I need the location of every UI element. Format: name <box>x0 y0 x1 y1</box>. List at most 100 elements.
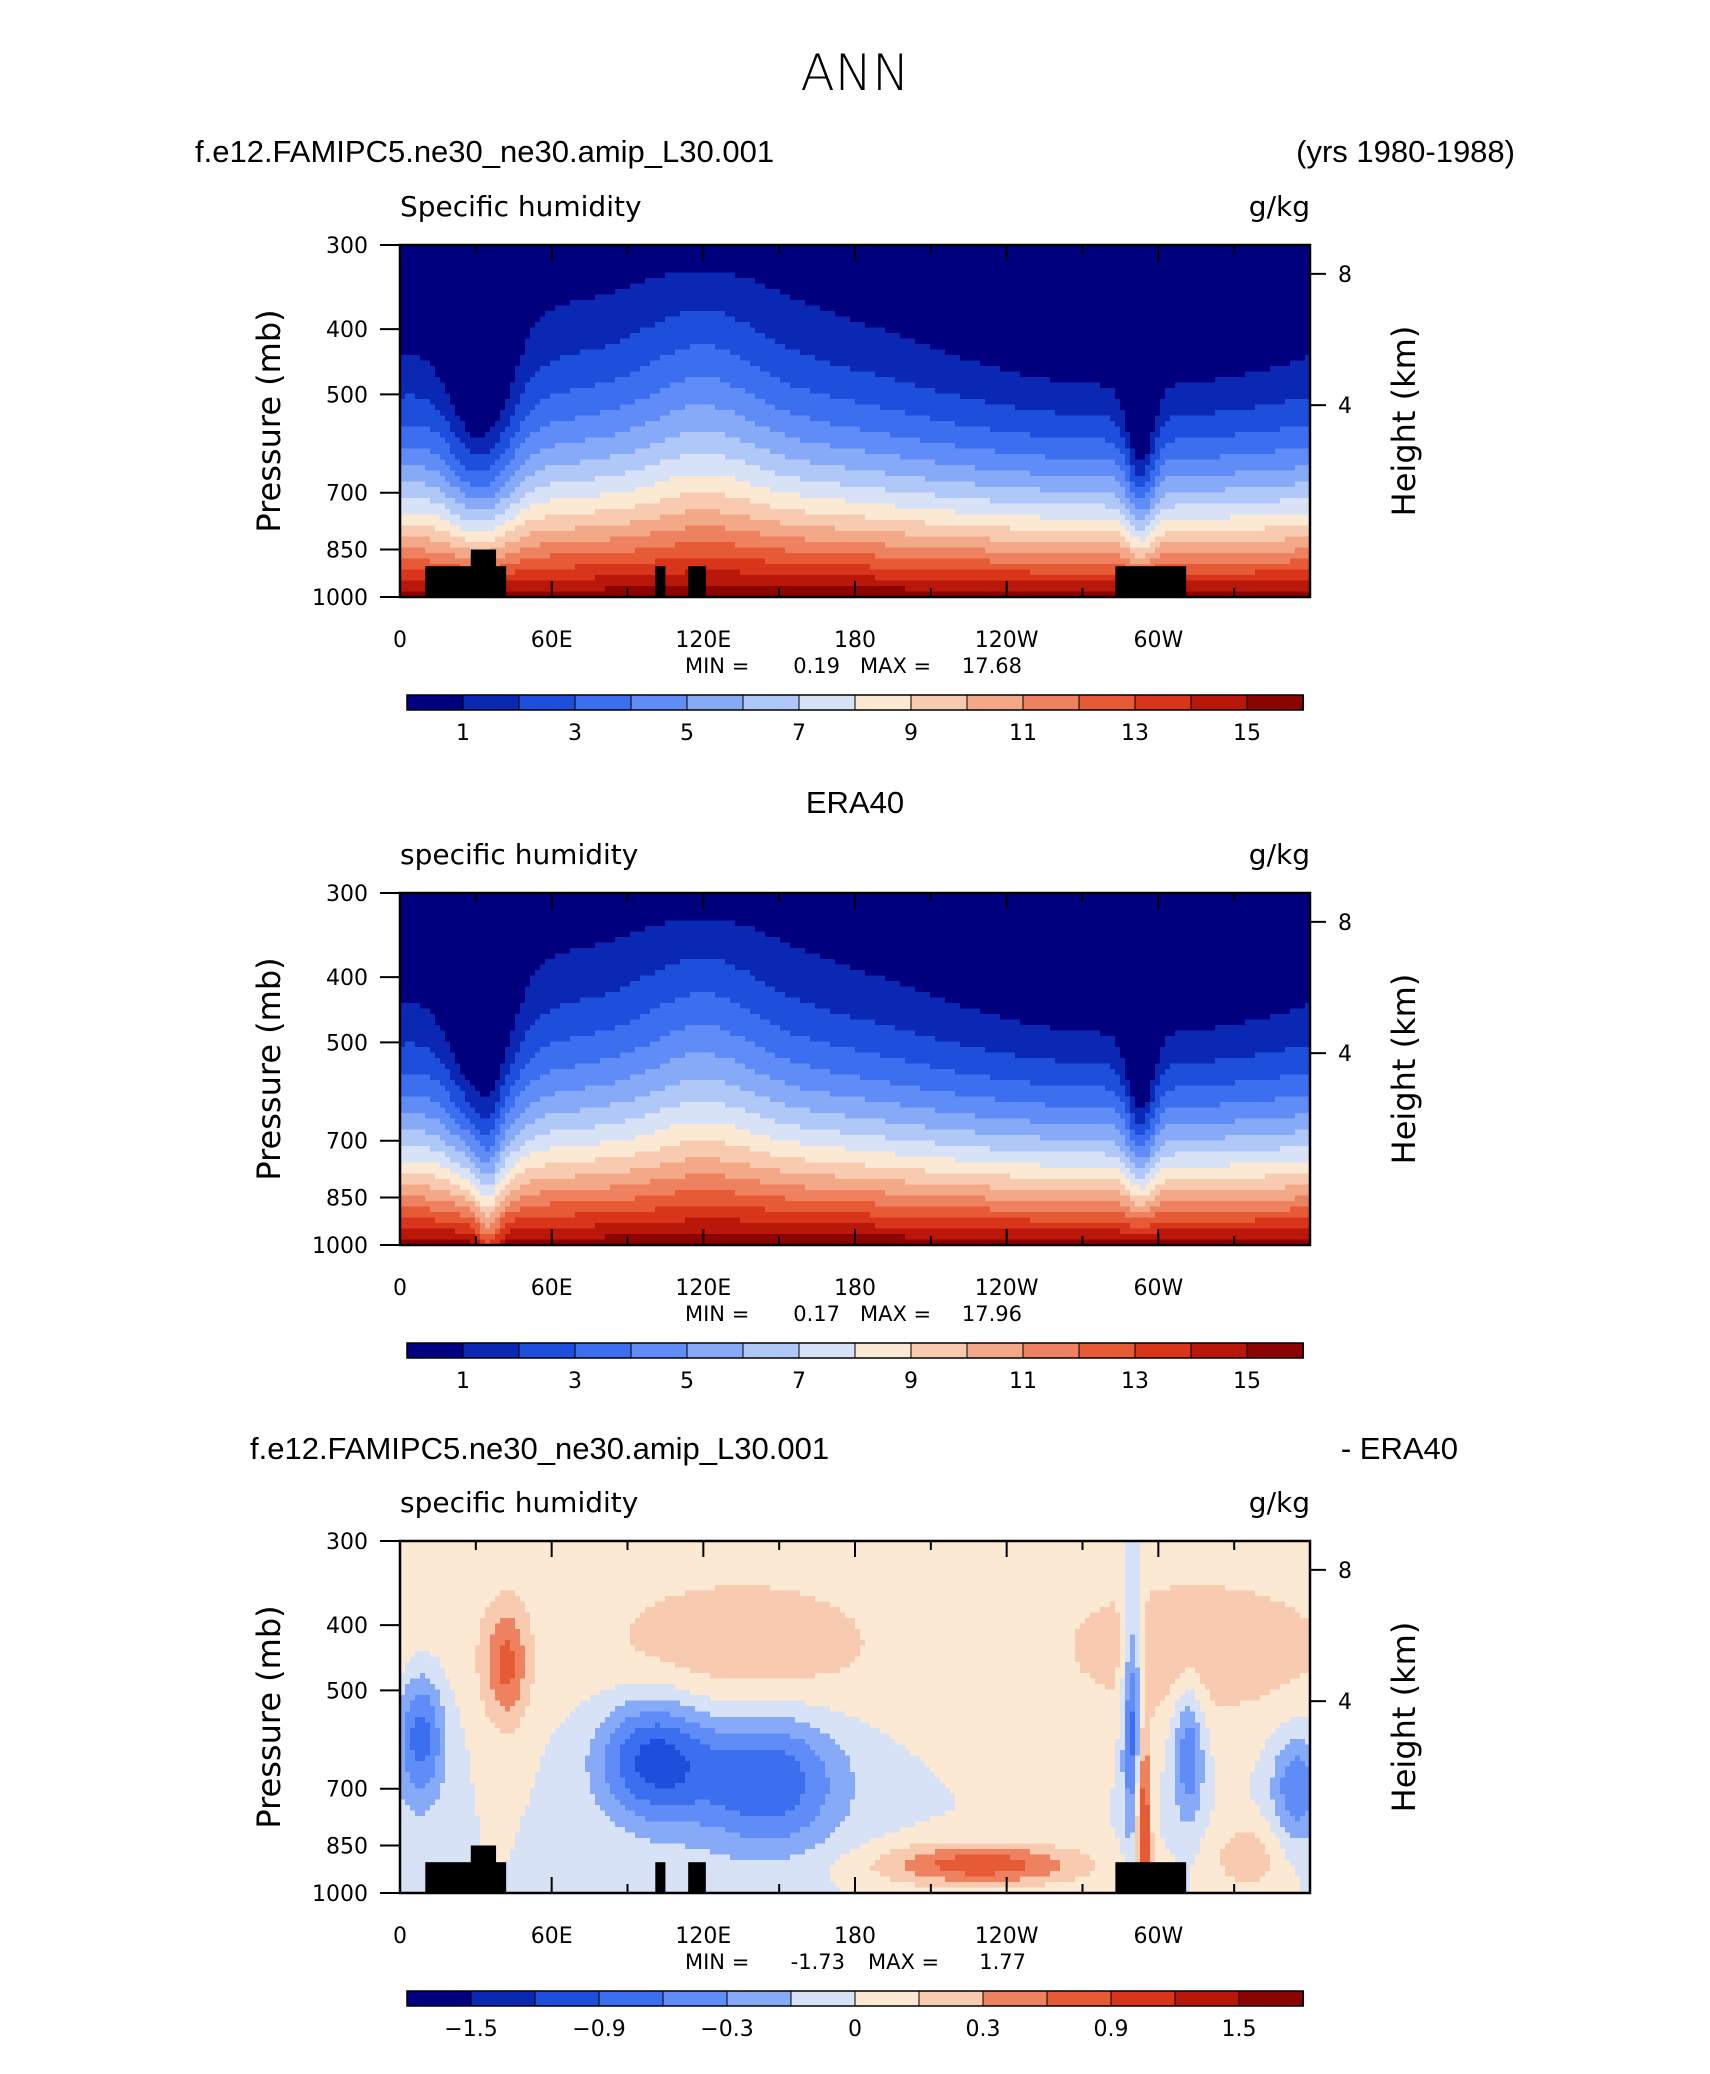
contour-cell <box>1240 339 1246 345</box>
contour-cell <box>595 306 601 312</box>
contour-cell <box>1070 284 1076 290</box>
contour-cell <box>670 267 676 273</box>
contour-cell <box>530 278 536 284</box>
contour-cell <box>830 295 836 301</box>
contour-cell <box>755 278 761 284</box>
contour-cell <box>875 339 881 345</box>
contour-cell <box>885 251 891 257</box>
contour-cell <box>1220 278 1226 284</box>
contour-cell <box>415 322 421 328</box>
contour-cell <box>1075 322 1081 328</box>
contour-cell <box>1265 306 1271 312</box>
contour-cell <box>1265 355 1271 361</box>
contour-cell <box>675 256 681 262</box>
contour-cell <box>1015 350 1021 356</box>
contour-cell <box>1140 317 1146 323</box>
contour-cell <box>920 251 926 257</box>
contour-cell <box>1185 289 1191 295</box>
contour-cell <box>540 284 546 290</box>
contour-cell <box>1090 317 1096 323</box>
contour-cell <box>795 273 801 279</box>
contour-cell <box>840 311 846 317</box>
contour-cell <box>1080 350 1086 356</box>
contour-cell <box>705 333 711 339</box>
contour-cell <box>855 273 861 279</box>
contour-cell <box>425 322 431 328</box>
contour-cell <box>1035 355 1041 361</box>
contour-cell <box>1230 256 1236 262</box>
contour-cell <box>980 267 986 273</box>
contour-cell <box>790 289 796 295</box>
contour-cell <box>945 344 951 350</box>
contour-cell <box>910 295 916 301</box>
contour-cell <box>875 300 881 306</box>
contour-cell <box>565 344 571 350</box>
contour-cell <box>1000 317 1006 323</box>
contour-cell <box>1230 295 1236 301</box>
contour-cell <box>830 251 836 257</box>
contour-cell <box>570 339 576 345</box>
contour-cell <box>1105 339 1111 345</box>
contour-cell <box>685 339 691 345</box>
contour-cell <box>1060 339 1066 345</box>
contour-cell <box>1225 295 1231 301</box>
contour-cell <box>955 251 961 257</box>
contour-cell <box>1125 256 1131 262</box>
contour-cell <box>970 306 976 312</box>
contour-cell <box>970 262 976 268</box>
contour-cell <box>620 317 626 323</box>
contour-cell <box>955 355 961 361</box>
contour-cell <box>1265 267 1271 273</box>
contour-cell <box>675 339 681 345</box>
contour-cell <box>1200 311 1206 317</box>
contour-cell <box>1025 300 1031 306</box>
contour-cell <box>850 267 856 273</box>
contour-cell <box>580 328 586 334</box>
contour-cell <box>725 284 731 290</box>
contour-cell <box>940 339 946 345</box>
contour-cell <box>475 273 481 279</box>
contour-cell <box>435 278 441 284</box>
contour-cell <box>920 355 926 361</box>
contour-cell <box>510 295 516 301</box>
contour-cell <box>1195 284 1201 290</box>
contour-cell <box>670 344 676 350</box>
contour-cell <box>810 350 816 356</box>
contour-cell <box>1125 355 1131 361</box>
contour-cell <box>495 311 501 317</box>
contour-cell <box>420 300 426 306</box>
contour-cell <box>625 300 631 306</box>
contour-cell <box>640 339 646 345</box>
contour-cell <box>720 267 726 273</box>
contour-cell <box>535 262 541 268</box>
contour-cell <box>410 284 416 290</box>
contour-cell <box>1170 267 1176 273</box>
contour-cell <box>1210 306 1216 312</box>
contour-cell <box>1240 355 1246 361</box>
contour-cell <box>960 339 966 345</box>
contour-cell <box>1070 256 1076 262</box>
contour-cell <box>580 289 586 295</box>
contour-cell <box>1025 328 1031 334</box>
contour-cell <box>685 317 691 323</box>
contour-cell <box>1205 344 1211 350</box>
contour-cell <box>890 273 896 279</box>
contour-cell <box>630 328 636 334</box>
contour-cell <box>575 361 581 367</box>
contour-cell <box>1015 278 1021 284</box>
contour-cell <box>675 306 681 312</box>
contour-cell <box>720 295 726 301</box>
contour-cell <box>690 262 696 268</box>
contour-cell <box>1280 333 1286 339</box>
contour-cell <box>950 328 956 334</box>
contour-cell <box>810 328 816 334</box>
contour-cell <box>730 344 736 350</box>
contour-cell <box>615 273 621 279</box>
contour-cell <box>880 289 886 295</box>
contour-cell <box>460 311 466 317</box>
contour-cell <box>800 273 806 279</box>
contour-cell <box>1285 251 1291 257</box>
contour-cell <box>1250 295 1256 301</box>
contour-cell <box>970 289 976 295</box>
contour-cell <box>1120 350 1126 356</box>
